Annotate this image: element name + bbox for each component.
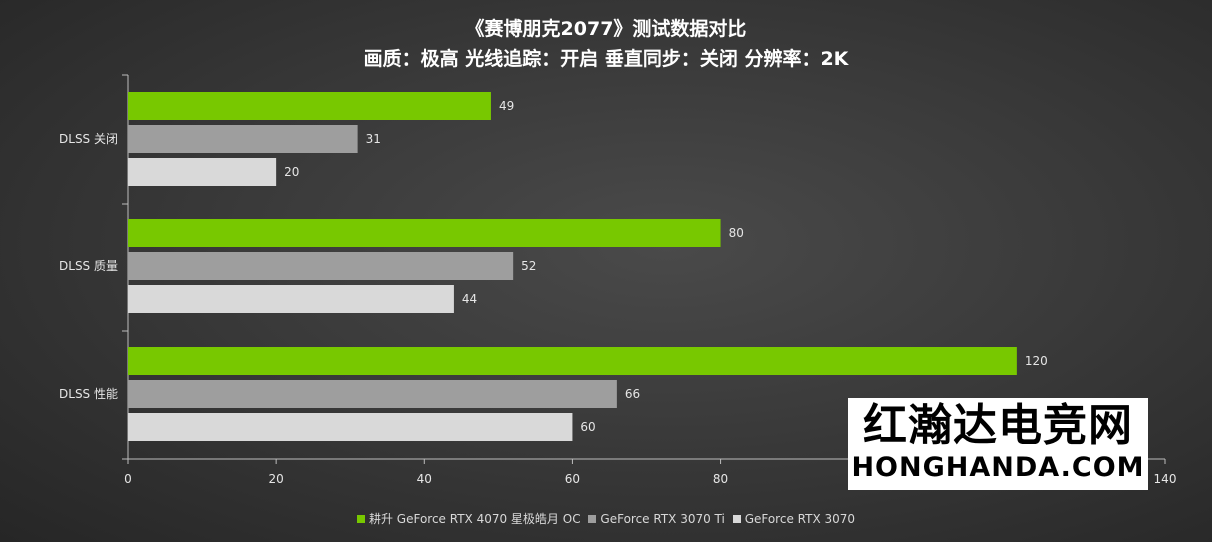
watermark-chinese-text: 红瀚达电竞网	[863, 400, 1133, 451]
x-tick-label: 140	[1154, 472, 1177, 486]
data-label-rtx4070: 120	[1025, 354, 1048, 368]
bar-rtx4070	[128, 347, 1017, 375]
x-tick-label: 20	[269, 472, 284, 486]
x-tick-label: 60	[565, 472, 580, 486]
category-label: DLSS 质量	[59, 259, 118, 273]
data-label-rtx4070: 80	[729, 226, 744, 240]
legend-item-rtx3070: GeForce RTX 3070	[732, 512, 856, 526]
legend-swatch-rtx4070	[356, 515, 365, 523]
bar-rtx3070ti	[128, 380, 617, 408]
legend-label-rtx4070: 耕升 GeForce RTX 4070 星极皓月 OC	[368, 512, 581, 526]
legend-label-rtx3070: GeForce RTX 3070	[744, 512, 856, 526]
watermark: 红瀚达电竞网 HONGHANDA.COM	[848, 398, 1148, 490]
legend-item-rtx4070: 耕升 GeForce RTX 4070 星极皓月 OC	[356, 510, 581, 527]
data-label-rtx3070ti: 52	[521, 259, 536, 273]
legend-swatch-rtx3070ti	[588, 515, 597, 523]
data-label-rtx3070ti: 31	[366, 132, 381, 146]
data-label-rtx3070: 60	[580, 420, 595, 434]
watermark-domain-text: HONGHANDA.COM	[851, 452, 1145, 483]
category-label: DLSS 性能	[59, 387, 118, 401]
bar-rtx4070	[128, 219, 721, 247]
data-label-rtx3070ti: 66	[625, 387, 640, 401]
x-tick-label: 40	[417, 472, 432, 486]
bar-rtx4070	[128, 92, 491, 120]
legend-swatch-rtx3070	[732, 515, 741, 523]
x-tick-label: 0	[124, 472, 132, 486]
legend-label-rtx3070ti: GeForce RTX 3070 Ti	[600, 512, 725, 526]
bar-rtx3070ti	[128, 125, 358, 153]
chart-legend: 耕升 GeForce RTX 4070 星极皓月 OC GeForce RTX …	[0, 510, 1212, 527]
x-tick-label: 80	[713, 472, 728, 486]
bar-rtx3070ti	[128, 252, 514, 280]
bar-rtx3070	[128, 285, 454, 313]
chart-title: 《赛博朋克2077》测试数据对比	[465, 18, 747, 40]
data-label-rtx4070: 49	[499, 99, 514, 113]
chart-subtitle: 画质：极高 光线追踪：开启 垂直同步：关闭 分辨率：2K	[363, 48, 849, 70]
legend-item-rtx3070ti: GeForce RTX 3070 Ti	[588, 512, 725, 526]
bar-rtx3070	[128, 158, 277, 186]
bar-rtx3070	[128, 413, 573, 441]
category-label: DLSS 关闭	[59, 132, 118, 146]
data-label-rtx3070: 44	[462, 292, 477, 306]
data-label-rtx3070: 20	[284, 165, 299, 179]
